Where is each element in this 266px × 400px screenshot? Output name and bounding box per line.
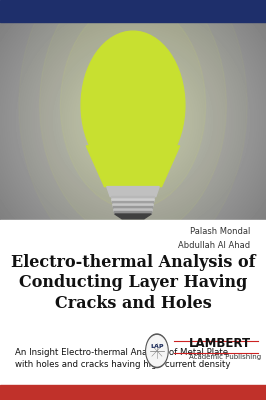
Polygon shape	[114, 212, 152, 214]
Text: LAP: LAP	[150, 344, 164, 348]
Bar	[0, 220, 266, 385]
Polygon shape	[112, 199, 154, 202]
Text: Abdullah Al Ahad: Abdullah Al Ahad	[178, 241, 250, 250]
Polygon shape	[113, 206, 153, 209]
Circle shape	[147, 336, 167, 366]
Ellipse shape	[60, 2, 206, 209]
Text: Palash Mondal: Palash Mondal	[190, 227, 250, 236]
Circle shape	[146, 334, 168, 368]
Polygon shape	[113, 204, 153, 206]
Polygon shape	[115, 214, 151, 219]
Polygon shape	[114, 209, 152, 212]
Text: Academic Publishing: Academic Publishing	[189, 354, 261, 360]
Polygon shape	[107, 186, 159, 196]
Polygon shape	[112, 202, 154, 204]
Polygon shape	[111, 196, 155, 199]
Ellipse shape	[81, 31, 185, 179]
Text: Electro-thermal Analysis of
Conducting Layer Having
Cracks and Holes: Electro-thermal Analysis of Conducting L…	[11, 254, 255, 312]
Bar	[0, 0, 266, 22]
Text: LAMBERT: LAMBERT	[189, 337, 251, 350]
Bar	[78, 146, 188, 220]
Text: An Insight Electro-thermal Analysis of Metal Plate
with holes and cracks having : An Insight Electro-thermal Analysis of M…	[15, 348, 230, 369]
Polygon shape	[86, 146, 180, 186]
Ellipse shape	[40, 0, 226, 238]
Bar	[0, 385, 266, 400]
